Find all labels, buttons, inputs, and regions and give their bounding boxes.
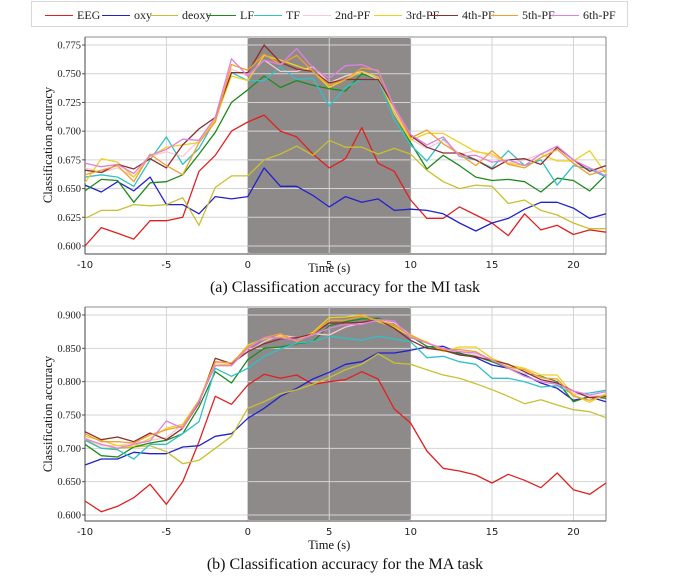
series-line-5th-pf [84,53,607,183]
ytick-label: 0.675 [57,155,81,166]
legend-label: 5th-PF [522,7,555,22]
legend-swatch [303,14,331,16]
chart-legend: EEG oxy deoxy LF TF 2nd-PF 3rd-PF 4th-PF 5th-PF 6… [31,1,628,27]
legend-swatch [45,14,73,16]
chart-caption: (b) Classification accuracy for the MA t… [207,556,483,573]
legend-swatch [430,14,458,16]
chart-caption: (a) Classification accuracy for the MI t… [210,279,480,296]
ytick-label: 0.700 [57,444,81,455]
series-line-6th-pf [84,47,607,177]
ytick-label: 0.725 [57,98,81,109]
xtick-label: 5 [326,527,332,538]
legend-swatch [374,14,402,16]
legend-item-lf: LF [208,2,254,28]
legend-item-6th-pf: 6th-PF [551,2,616,28]
series-line-2nd-pf [84,59,607,178]
legend-label: LF [240,7,255,22]
xtick-label: -10 [77,527,93,538]
y-axis-label: Classification accuracy [41,86,55,203]
ytick-label: 0.900 [57,311,81,322]
series-line-eeg [84,114,607,247]
ytick-label: 0.700 [57,127,81,138]
xtick-label: 20 [567,527,580,538]
xtick-label: 15 [486,527,499,538]
ytick-label: 0.600 [57,241,81,252]
series-line-deoxy [84,139,606,230]
legend-item-4th-pf: 4th-PF [430,2,495,28]
legend-swatch [490,14,518,16]
chart-ma: 0.600 0.650 0.700 0.750 0.800 0.850 0.900 -10 -5… [41,306,607,573]
legend-item-2nd-pf: 2nd-PF [303,2,370,28]
xtick-label: 0 [245,527,251,538]
xtick-label: -5 [161,527,171,538]
legend-swatch [102,14,130,16]
series-line-deoxy [84,353,607,465]
legend-label: deoxy [182,7,212,22]
ytick-label: 0.775 [57,41,81,52]
series-line-6th-pf [84,319,607,449]
series-line-oxy [84,345,607,466]
ytick-label: 0.600 [57,511,81,522]
legend-item-eeg: EEG [45,2,100,28]
series-line-tf [84,335,607,460]
legend-label: EEG [77,7,101,22]
series-line-5th-pf [84,315,607,444]
xtick-label: 20 [567,260,580,271]
ytick-label: 0.625 [57,213,81,224]
xtick-label: -5 [161,260,171,271]
xtick-label: 5 [326,260,332,271]
ytick-label: 0.650 [57,477,81,488]
ytick-label: 0.650 [57,184,81,195]
legend-label: 3rd-PF [406,7,440,22]
legend-item-oxy: oxy [102,2,152,28]
ytick-label: 0.850 [57,344,81,355]
ytick-label: 0.800 [57,377,81,388]
xtick-label: -10 [77,260,93,271]
legend-item-deoxy: deoxy [150,2,211,28]
legend-label: oxy [134,7,152,22]
legend-swatch [208,14,236,16]
legend-swatch [150,14,178,16]
ytick-label: 0.750 [57,69,81,80]
legend-label: 2nd-PF [335,7,371,22]
x-axis-label: Time (s) [308,538,350,552]
xtick-label: 0 [245,260,251,271]
legend-label: 4th-PF [462,7,495,22]
legend-item-tf: TF [254,2,300,28]
legend-item-3rd-pf: 3rd-PF [374,2,439,28]
legend-label: 6th-PF [583,7,616,22]
legend-item-5th-pf: 5th-PF [490,2,555,28]
series-line-2nd-pf [84,319,607,447]
x-axis-label: Time (s) [308,261,350,275]
legend-swatch [254,14,282,16]
series-line-eeg [84,371,607,513]
series-line-oxy [84,167,607,232]
legend-label: TF [286,7,301,22]
series-line-lf [84,73,607,203]
ytick-label: 0.750 [57,411,81,422]
chart-mi: 0.600 0.625 0.650 0.675 0.700 0.725 0.750 0.775… [41,36,607,296]
xtick-label: 10 [404,260,417,271]
xtick-label: 15 [486,260,499,271]
legend-swatch [551,14,579,16]
y-axis-label: Classification accuracy [41,355,55,472]
xtick-label: 10 [404,527,417,538]
series-line-3rd-pf [84,314,607,447]
